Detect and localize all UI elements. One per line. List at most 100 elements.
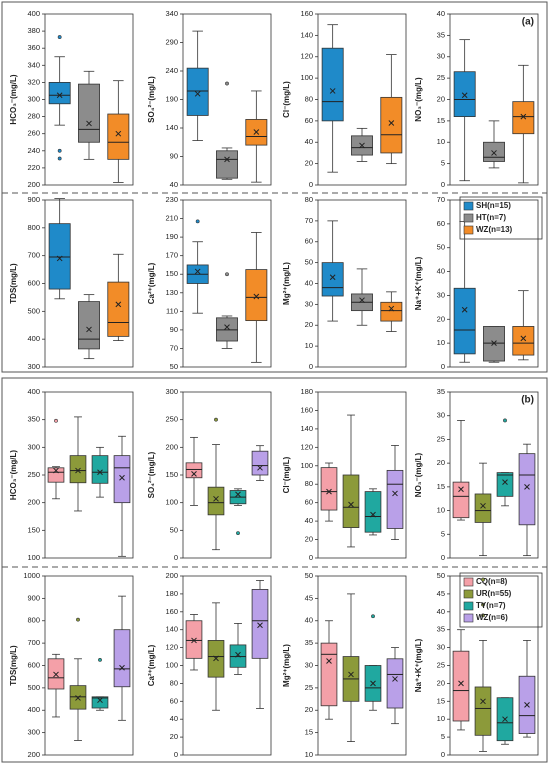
y-tick-label: 0 (441, 362, 445, 371)
y-tick-label: 320 (27, 77, 40, 86)
outlier (57, 156, 62, 161)
y-tick-label: 160 (300, 405, 313, 414)
legend-swatch (463, 213, 474, 223)
y-axis-label: SO₄²⁻(mg/L) (147, 451, 156, 498)
legend-swatch (463, 201, 474, 211)
y-tick-label: 700 (27, 638, 40, 647)
y-tick-label: 70 (305, 216, 313, 225)
box (320, 467, 338, 511)
legend-frame (459, 196, 543, 240)
y-tick-label: 50 (437, 243, 445, 252)
box (186, 67, 209, 116)
y-axis-label: Cl⁻(mg/L) (282, 456, 291, 493)
outlier (371, 614, 375, 619)
y-tick-label: 800 (27, 616, 40, 625)
outlier (481, 613, 485, 618)
outlier (481, 577, 485, 582)
mean-marker (348, 671, 354, 678)
y-tick-label: 40 (170, 180, 178, 189)
legend-label: UR(n=55) (476, 589, 512, 598)
y-tick-label: 900 (27, 593, 40, 602)
mean-marker (326, 488, 332, 495)
y-tick-label: 140 (165, 123, 178, 132)
y-tick-label: 0 (174, 553, 178, 562)
y-tick-label: 250 (27, 470, 40, 479)
y-tick-label: 150 (165, 269, 178, 278)
y-tick-label: 35 (437, 387, 445, 396)
outlier (236, 531, 240, 536)
y-tick-label: 10 (305, 750, 313, 759)
y-tick-label: 140 (300, 424, 313, 433)
box (48, 82, 71, 105)
mean-marker (194, 268, 201, 275)
outlier (214, 417, 218, 422)
box (91, 696, 109, 709)
y-tick-label: 30 (437, 290, 445, 299)
y-tick-label: 240 (27, 146, 40, 155)
y-axis-label: TDS(mg/L) (9, 263, 18, 304)
box (320, 642, 338, 707)
box (245, 269, 268, 322)
y-tick-label: 500 (27, 683, 40, 692)
y-tick-label: 210 (165, 214, 178, 223)
mean-marker (75, 695, 81, 701)
mean-marker (458, 486, 464, 493)
box (364, 491, 382, 533)
mean-marker (119, 474, 125, 481)
box (342, 474, 360, 528)
y-tick-label: 45 (305, 593, 313, 602)
mean-marker (119, 664, 125, 671)
y-tick-label: 50 (437, 571, 445, 580)
plot-frame (317, 391, 407, 559)
box (78, 83, 100, 143)
y-tick-label: 5 (441, 159, 445, 168)
mean-marker (56, 92, 63, 99)
outlier (195, 219, 200, 224)
y-axis-label: HCO₃⁻(mg/L) (9, 450, 18, 500)
mean-marker (359, 297, 365, 304)
panel-frame (1, 1, 548, 373)
y-tick-label: 100 (300, 461, 313, 470)
y-tick-label: 45 (437, 589, 445, 598)
mean-marker (97, 469, 103, 476)
y-tick-label: 25 (437, 73, 445, 82)
y-tick-label: 600 (27, 278, 40, 287)
box (91, 455, 109, 484)
box (107, 113, 130, 160)
y-tick-label: 30 (305, 660, 313, 669)
y-tick-label: 300 (27, 442, 40, 451)
y-tick-label: 360 (27, 43, 40, 52)
mean-marker (502, 716, 508, 723)
y-axis-label: Ca²⁺(mg/L) (147, 262, 156, 304)
y-tick-label: 30 (437, 52, 445, 61)
y-tick-label: 190 (165, 94, 178, 103)
box (216, 150, 238, 179)
y-tick-label: 0 (309, 180, 313, 189)
y-tick-label: 80 (305, 94, 313, 103)
box (207, 486, 225, 516)
y-tick-label: 0 (441, 750, 445, 759)
mean-marker (235, 491, 241, 498)
mean-marker (86, 326, 92, 333)
mean-marker (253, 129, 260, 135)
y-tick-label: 40 (437, 607, 445, 616)
outlier (57, 35, 62, 39)
y-tick-label: 40 (305, 516, 313, 525)
y-tick-label: 120 (300, 52, 313, 61)
y-tick-label: 200 (27, 498, 40, 507)
mean-marker (329, 274, 336, 281)
y-tick-label: 240 (165, 66, 178, 75)
mean-marker (213, 655, 219, 662)
y-tick-label: 10 (437, 714, 445, 723)
legend-swatch (463, 225, 474, 235)
y-axis-label: Cl⁻(mg/L) (282, 81, 291, 118)
box (380, 96, 403, 154)
box (452, 650, 470, 722)
y-tick-label: 290 (165, 37, 178, 46)
y-tick-label: 15 (437, 116, 445, 125)
box (386, 658, 404, 709)
y-tick-label: 20 (437, 94, 445, 103)
y-tick-label: 300 (27, 94, 40, 103)
legend-label: WZ(n=6) (476, 613, 508, 622)
mean-marker (461, 92, 468, 99)
